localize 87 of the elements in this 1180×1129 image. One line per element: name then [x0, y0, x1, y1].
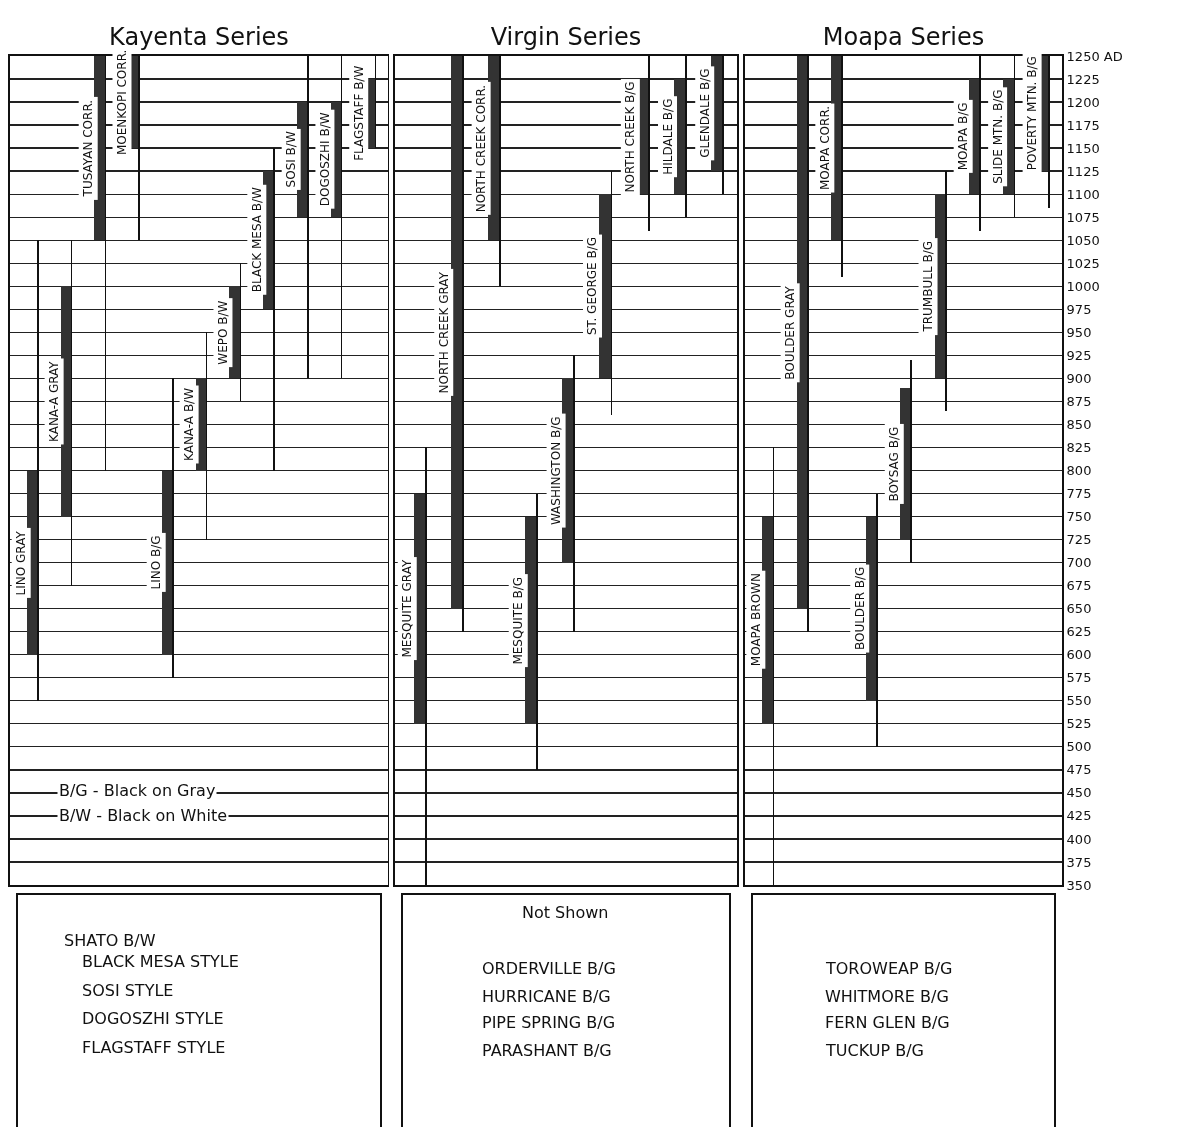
text: FERN GLEN B/G — [825, 1013, 950, 1032]
category-label: WEPO B/W — [215, 300, 230, 365]
annotation: B/G - Black on Gray — [59, 781, 216, 800]
text: PARASHANT B/G — [482, 1041, 612, 1060]
category-label: NORTH CREEK GRAY — [436, 272, 451, 394]
y-tick-label: 600 — [1066, 647, 1092, 663]
category-label: ST. GEORGE B/G — [585, 236, 600, 336]
y-tick-label: 1175 — [1066, 117, 1100, 133]
y-tick-label: 425 — [1066, 808, 1092, 824]
category-label: MOENKOPI CORR. — [114, 49, 129, 156]
x-tick-label: POVERTY MTN. B/G — [1025, 56, 1040, 171]
x-tick-label: BOULDER B/G — [852, 566, 867, 651]
text: HURRICANE B/G — [482, 987, 611, 1006]
y-tick-label: 800 — [1066, 463, 1092, 479]
category-label: GLENDALE B/G — [697, 68, 712, 158]
y-tick-label: 625 — [1066, 624, 1092, 640]
y-tick-label: 1100 — [1066, 186, 1100, 202]
y-tick-label: 400 — [1066, 831, 1092, 847]
y-tick-label: 1050 — [1066, 232, 1100, 248]
y-tick-label: 575 — [1066, 670, 1092, 686]
x-tick-label: BOULDER GRAY — [783, 285, 798, 380]
y-tick-label: 1200 — [1066, 94, 1100, 110]
y-tick-label: 375 — [1066, 854, 1092, 870]
bar — [796, 56, 808, 609]
text: FLAGSTAFF STYLE — [82, 1038, 226, 1057]
category-label: LINO GRAY — [14, 531, 29, 596]
y-tick-label: 1075 — [1066, 209, 1100, 225]
y-tick-label: 1150 — [1066, 140, 1100, 156]
category-label: MESQUITE GRAY — [400, 559, 415, 658]
y-tick-label: 475 — [1066, 762, 1092, 778]
text: SOSI STYLE — [82, 981, 174, 1000]
x-tick-label: TRUMBULL B/G — [921, 241, 936, 333]
annotation: B/W - Black on White — [59, 806, 228, 825]
category-label: DOGOSZHI B/W — [317, 112, 332, 207]
x-tick-label: SLIDE MTN. B/G — [990, 89, 1005, 184]
y-tick-label: 550 — [1066, 693, 1092, 709]
x-tick-label: BOYSAG B/G — [887, 426, 902, 502]
text: PIPE SPRING B/G — [482, 1013, 616, 1032]
chart-title: Moapa Series — [822, 23, 985, 52]
y-tick-label: 850 — [1066, 416, 1092, 432]
category-label: KANA-A GRAY — [47, 361, 62, 442]
category-label: HILDALE B/G — [660, 98, 675, 175]
category-label: BLACK MESA B/W — [249, 187, 264, 293]
y-tick-label: 500 — [1066, 739, 1092, 755]
y-tick-label: 775 — [1066, 486, 1092, 502]
y-tick-label: 525 — [1066, 716, 1092, 732]
y-tick-label: 750 — [1066, 509, 1092, 525]
category-label: TUSAYAN CORR. — [81, 99, 96, 197]
y-tick-label: 1000 — [1066, 278, 1100, 294]
x-tick-label: MOAPA CORR. — [817, 105, 832, 191]
text: SHATO B/W — [64, 931, 156, 950]
y-tick-label: 350 — [1066, 877, 1092, 893]
category-label: NORTH CREEK CORR. — [474, 84, 489, 213]
category-label: KANA-A B/W — [182, 387, 197, 461]
text: TOROWEAP B/G — [825, 959, 953, 978]
y-tick-label: 1025 — [1066, 255, 1100, 271]
y-tick-label: 675 — [1066, 578, 1092, 594]
y-tick-label: 700 — [1066, 555, 1092, 571]
category-label: MESQUITE B/G — [511, 576, 526, 665]
y-tick-label: 650 — [1066, 601, 1092, 617]
y-tick-label: 975 — [1066, 301, 1092, 317]
chart-title: Kayenta Series — [109, 23, 289, 52]
y-tick-label: 825 — [1066, 440, 1092, 456]
text: ORDERVILLE B/G — [482, 959, 616, 978]
y-tick-label: 725 — [1066, 532, 1092, 548]
text: DOGOSZHI STYLE — [82, 1009, 224, 1028]
text: WHITMORE B/G — [825, 987, 949, 1006]
x-tick-label: MOAPA BROWN — [748, 573, 763, 667]
category-label: FLAGSTAFF B/W — [351, 65, 366, 161]
bar — [450, 56, 462, 609]
text: TUCKUP B/G — [825, 1041, 924, 1060]
text: Not Shown — [522, 903, 609, 922]
category-label: NORTH CREEK B/G — [623, 81, 638, 193]
y-tick-label: 450 — [1066, 785, 1092, 801]
y-tick-label: 1225 — [1066, 71, 1100, 87]
y-tick-label: 900 — [1066, 370, 1092, 386]
y-tick-label: 925 — [1066, 347, 1092, 363]
category-label: SOSI B/W — [284, 131, 299, 188]
category-label: WASHINGTON B/G — [549, 416, 564, 526]
chart-title: Virgin Series — [490, 23, 642, 52]
category-label: LINO B/G — [149, 535, 164, 590]
y-tick-label: 950 — [1066, 324, 1092, 340]
text: BLACK MESA STYLE — [82, 952, 239, 971]
y-tick-label: 1250 AD — [1066, 48, 1123, 64]
x-tick-label: MOAPA B/G — [956, 102, 971, 171]
y-tick-label: 875 — [1066, 393, 1092, 409]
y-tick-label: 1125 — [1066, 163, 1100, 179]
